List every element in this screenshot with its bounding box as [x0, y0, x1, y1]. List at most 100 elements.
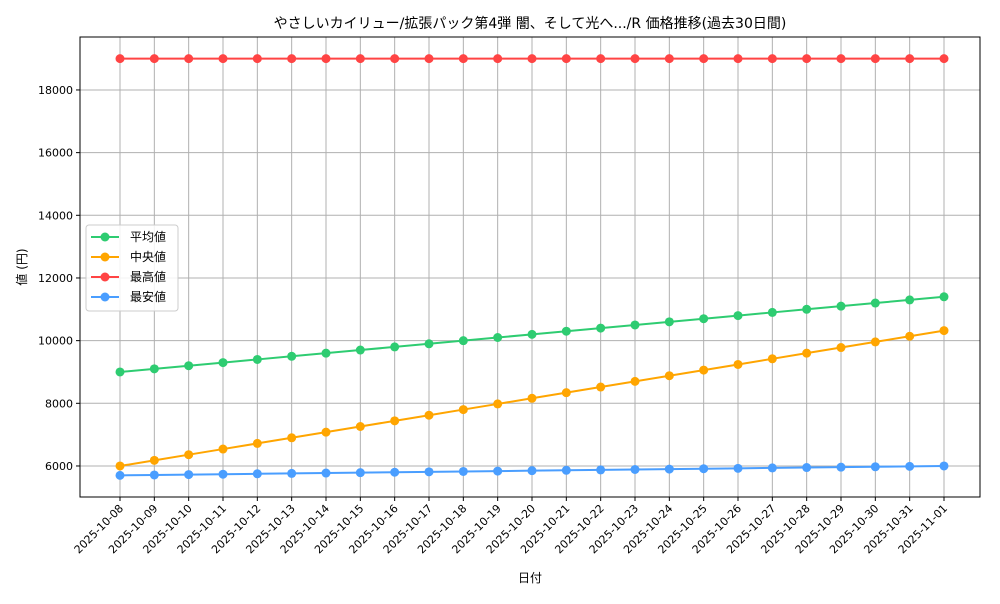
series-0: [115, 292, 949, 377]
data-point: [184, 450, 194, 460]
data-point: [252, 469, 262, 479]
data-point: [390, 416, 400, 426]
data-point: [149, 455, 159, 465]
data-point: [836, 301, 846, 311]
data-point: [699, 464, 709, 474]
data-point: [424, 467, 434, 477]
plot-frame: [79, 36, 981, 498]
data-point: [355, 468, 365, 478]
data-point: [870, 462, 880, 472]
data-point: [836, 462, 846, 472]
data-point: [115, 367, 125, 377]
data-point: [561, 54, 571, 64]
data-point: [836, 343, 846, 353]
series-3: [115, 461, 949, 480]
data-point: [149, 470, 159, 480]
data-point: [458, 54, 468, 64]
data-point: [252, 438, 262, 448]
data-point: [287, 54, 297, 64]
legend-label: 平均値: [130, 229, 166, 244]
data-point: [218, 358, 228, 368]
data-point: [252, 54, 262, 64]
data-point: [355, 54, 365, 64]
data-point: [321, 427, 331, 437]
data-point: [905, 295, 915, 305]
data-point: [870, 54, 880, 64]
data-point: [184, 361, 194, 371]
data-point: [664, 54, 674, 64]
legend-marker: [100, 272, 110, 282]
data-point: [699, 54, 709, 64]
data-point: [458, 336, 468, 346]
data-point: [664, 464, 674, 474]
data-point: [699, 314, 709, 324]
data-point: [424, 410, 434, 420]
data-point: [252, 354, 262, 364]
data-point: [596, 382, 606, 392]
y-tick-label: 14000: [38, 209, 73, 222]
data-point: [390, 54, 400, 64]
data-point: [184, 54, 194, 64]
data-point: [390, 467, 400, 477]
x-axis-label: 日付: [518, 571, 542, 585]
series-1: [115, 326, 949, 471]
data-point: [767, 307, 777, 317]
data-point: [596, 323, 606, 333]
legend-marker: [100, 232, 110, 242]
data-point: [802, 463, 812, 473]
legend-label: 最高値: [130, 269, 166, 284]
data-point: [527, 54, 537, 64]
data-point: [561, 465, 571, 475]
data-point: [767, 354, 777, 364]
data-point: [870, 298, 880, 308]
data-point: [699, 365, 709, 375]
y-tick-label: 18000: [38, 84, 73, 97]
data-point: [287, 351, 297, 361]
data-point: [630, 54, 640, 64]
data-point: [733, 54, 743, 64]
data-point: [115, 54, 125, 64]
grid: [80, 37, 980, 497]
data-point: [218, 54, 228, 64]
data-point: [424, 339, 434, 349]
data-point: [802, 54, 812, 64]
data-point: [664, 371, 674, 381]
series-2: [115, 54, 949, 64]
data-point: [939, 326, 949, 336]
y-tick-label: 8000: [45, 397, 73, 410]
legend-box: [85, 224, 179, 312]
data-point: [733, 359, 743, 369]
data-point: [218, 444, 228, 454]
data-point: [355, 345, 365, 355]
y-axis-ticks: 6000 8000 10000 12000 14000 16000 18000: [38, 84, 80, 473]
data-point: [664, 317, 674, 327]
data-point: [493, 466, 503, 476]
data-point: [149, 364, 159, 374]
data-point: [630, 465, 640, 475]
data-point: [836, 54, 846, 64]
data-point: [458, 405, 468, 415]
data-point: [493, 333, 503, 343]
data-point: [767, 54, 777, 64]
data-point: [287, 433, 297, 443]
data-point: [802, 304, 812, 314]
series-layer: [115, 54, 949, 480]
y-tick-label: 6000: [45, 460, 73, 473]
data-point: [493, 54, 503, 64]
data-point: [561, 326, 571, 336]
data-point: [596, 465, 606, 475]
data-point: [493, 399, 503, 409]
data-point: [939, 292, 949, 302]
data-point: [630, 320, 640, 330]
data-point: [149, 54, 159, 64]
chart-title: やさしいカイリュー/拡張パック第4弾 闇、そして光へ.../R 価格推移(過去3…: [274, 15, 787, 32]
data-point: [115, 461, 125, 471]
data-point: [321, 348, 331, 358]
data-point: [561, 388, 571, 398]
data-point: [802, 348, 812, 358]
data-point: [767, 463, 777, 473]
data-point: [905, 461, 915, 471]
data-point: [939, 54, 949, 64]
y-tick-label: 16000: [38, 147, 73, 160]
